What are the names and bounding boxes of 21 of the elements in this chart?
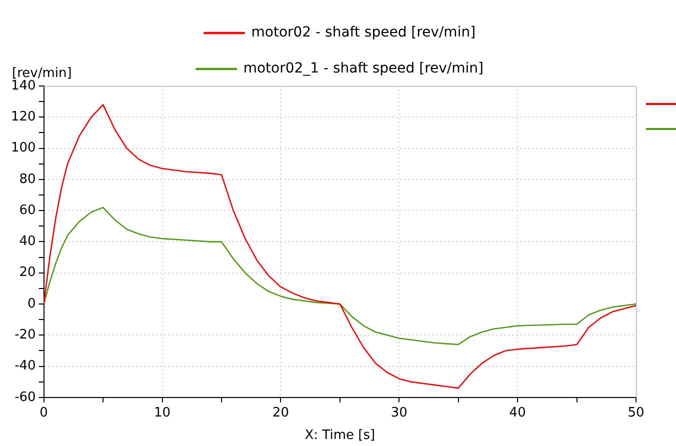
legend-label: motor02 - shaft speed [rev/min] — [251, 24, 476, 41]
y-tick-label: 140 — [10, 78, 36, 94]
y-tick-label: 0 — [28, 296, 36, 312]
y-tick-label: -60 — [14, 390, 36, 405]
y-tick-label: 40 — [19, 234, 36, 250]
x-axis-title: X: Time [s] — [304, 428, 376, 443]
y-tick-label: 20 — [19, 265, 36, 280]
y-tick-label: 120 — [10, 110, 36, 125]
y-axis-title: [rev/min] — [12, 66, 72, 81]
x-tick-label: 40 — [509, 406, 526, 421]
y-tick-label: 100 — [10, 140, 36, 156]
x-tick-label: 0 — [40, 406, 48, 421]
x-tick-label: 10 — [154, 406, 171, 421]
x-tick-label: 50 — [628, 406, 644, 421]
y-tick-label: 60 — [19, 202, 36, 218]
y-tick-label: -40 — [14, 358, 36, 374]
x-tick-label: 20 — [272, 406, 289, 421]
y-tick-label: -20 — [14, 327, 36, 342]
x-tick-label: 30 — [390, 406, 408, 421]
y-tick-label: 80 — [19, 172, 36, 187]
legend-label: motor02_1 - shaft speed [rev/min] — [243, 60, 484, 77]
